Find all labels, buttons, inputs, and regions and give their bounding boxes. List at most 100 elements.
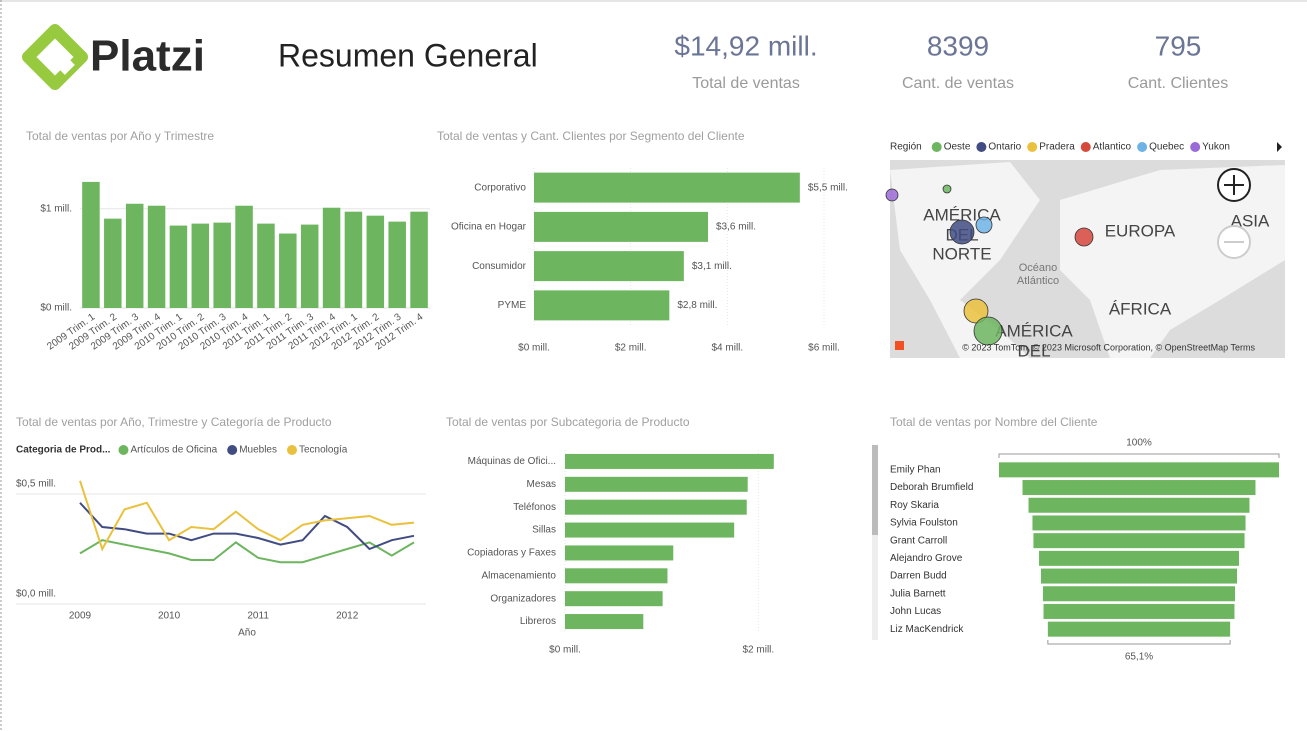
bar xyxy=(300,224,319,308)
scrollbar-thumb[interactable] xyxy=(872,445,878,535)
region-bubble[interactable] xyxy=(885,188,899,202)
region-bubble[interactable] xyxy=(963,298,989,324)
category-label: Libreros xyxy=(520,616,556,627)
legend-marker xyxy=(1080,142,1091,152)
bar xyxy=(565,591,663,607)
logo-text: Platzi xyxy=(90,32,205,81)
kpi-value: $14,92 mill. xyxy=(674,30,817,61)
bar xyxy=(147,205,166,308)
bar xyxy=(82,181,100,308)
x-tick-label: 2009 xyxy=(69,611,92,622)
bar xyxy=(257,223,275,308)
legend-label: Quebec xyxy=(1149,142,1184,153)
bar xyxy=(169,225,188,308)
x-tick-label: $2 mill. xyxy=(615,343,647,354)
chart-title: Total de ventas por Año, Trimestre y Cat… xyxy=(16,415,332,429)
kpi-value: 8399 xyxy=(927,30,989,61)
category-label: Organizadores xyxy=(490,593,556,604)
bar xyxy=(213,222,231,308)
region-bubble[interactable] xyxy=(1074,227,1094,247)
category-label: Darren Budd xyxy=(890,571,947,582)
y-tick-label: $0,5 mill. xyxy=(16,479,56,490)
legend-label: Ontario xyxy=(988,142,1021,153)
funnel-bar xyxy=(1022,480,1256,496)
series-line xyxy=(79,480,415,552)
bar xyxy=(565,499,747,515)
chart-title: Total de ventas por Año y Trimestre xyxy=(26,129,214,143)
bar xyxy=(565,476,748,492)
zoom-in-icon xyxy=(1224,175,1244,195)
region-bubble[interactable] xyxy=(942,184,952,194)
x-tick-label: $4 mill. xyxy=(711,343,743,354)
bar xyxy=(235,205,253,308)
map-land xyxy=(890,162,1285,358)
legend-marker xyxy=(1137,142,1148,152)
legend-title: Región xyxy=(890,142,922,153)
legend-title: Categoria de Prod... xyxy=(16,445,111,456)
x-tick-label: $2 mill. xyxy=(742,645,774,656)
chart-title: Total de ventas por Subcategoria de Prod… xyxy=(446,415,690,429)
legend-marker xyxy=(976,142,987,152)
kpi-label: Cant. de ventas xyxy=(902,75,1014,92)
map-label: Atlántico xyxy=(1017,275,1059,287)
legend-label: Oeste xyxy=(944,142,971,153)
funnel-bar xyxy=(1043,603,1235,619)
bar xyxy=(565,522,735,538)
bar xyxy=(191,223,210,308)
category-label: Grant Carroll xyxy=(890,535,947,546)
funnel-bottom-bracket xyxy=(1047,640,1231,645)
funnel-bar xyxy=(1041,568,1237,584)
category-label: Deborah Brumfield xyxy=(890,482,973,493)
category-label: Máquinas de Ofici... xyxy=(468,456,556,467)
category-label: Almacenamiento xyxy=(482,570,557,581)
category-label: John Lucas xyxy=(890,606,941,617)
bar xyxy=(534,251,684,282)
category-label: Liz MacKendrick xyxy=(890,624,964,635)
kpi-label: Cant. Clientes xyxy=(1128,75,1229,92)
legend-label: Yukon xyxy=(1202,142,1230,153)
legend-marker xyxy=(1027,142,1038,152)
series-line xyxy=(79,539,415,564)
category-label: Sylvia Foulston xyxy=(890,518,958,529)
series-line xyxy=(79,502,415,551)
value-label: $5,5 mill. xyxy=(808,182,848,193)
bar xyxy=(366,215,385,308)
category-label: Oficina en Hogar xyxy=(451,222,527,233)
bar xyxy=(534,290,670,321)
chart-title: Total de ventas y Cant. Clientes por Seg… xyxy=(437,129,745,143)
category-label: Corporativo xyxy=(474,182,526,193)
funnel-bar xyxy=(1032,515,1246,531)
map-label: EUROPA xyxy=(1105,221,1176,240)
category-label: Julia Barnett xyxy=(890,588,946,599)
legend-scroll-arrow[interactable] xyxy=(1277,142,1282,152)
x-tick-label: 2010 xyxy=(158,611,181,622)
map-label: NORTE xyxy=(932,244,991,263)
category-label: PYME xyxy=(498,300,527,311)
y-tick-label: $0 mill. xyxy=(40,303,72,314)
kpi-value: 795 xyxy=(1155,30,1202,61)
region-bubble[interactable] xyxy=(973,316,1003,346)
x-tick-label: $0 mill. xyxy=(518,343,550,354)
category-label: Consumidor xyxy=(472,261,527,272)
legend-marker xyxy=(118,445,129,455)
funnel-bar xyxy=(1033,533,1245,549)
value-label: $2,8 mill. xyxy=(677,300,717,311)
region-bubble[interactable] xyxy=(949,219,975,245)
legend-label: Atlantico xyxy=(1093,142,1132,153)
legend-marker xyxy=(1190,142,1201,152)
bar xyxy=(104,218,122,308)
bar xyxy=(322,207,341,308)
legend-label: Pradera xyxy=(1039,142,1075,153)
bar xyxy=(565,453,774,469)
category-label: Emily Phan xyxy=(890,464,941,475)
legend-marker xyxy=(227,445,238,455)
region-bubble[interactable] xyxy=(975,216,993,234)
x-axis-title: Año xyxy=(238,628,256,639)
bar xyxy=(279,233,297,308)
legend-label: Tecnología xyxy=(299,445,348,456)
value-label: $3,1 mill. xyxy=(692,261,732,272)
bar xyxy=(565,614,644,630)
x-tick-label: $0 mill. xyxy=(549,645,581,656)
